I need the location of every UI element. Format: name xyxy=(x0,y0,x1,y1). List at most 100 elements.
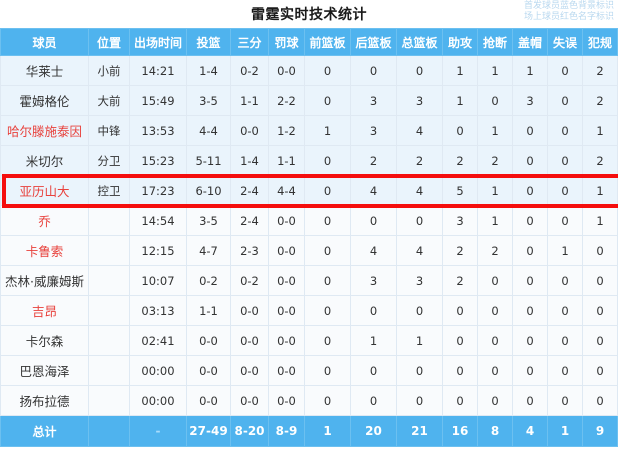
cell-three-pointers: 2-4 xyxy=(230,205,269,236)
cell-position xyxy=(88,355,130,386)
cell-steals: 0 xyxy=(477,85,513,116)
cell-blocks: 0 xyxy=(512,295,548,326)
cell-fouls: 2 xyxy=(582,55,618,86)
cell-assists: 5 xyxy=(442,175,478,206)
cell-free-throws: 2-2 xyxy=(268,85,305,116)
col-header-stl[interactable]: 抢断 xyxy=(477,28,513,56)
col-header-blk[interactable]: 盖帽 xyxy=(512,28,548,56)
cell-three-pointers: 0-0 xyxy=(230,325,269,356)
cell-offensive-rebounds: 0 xyxy=(304,325,351,356)
cell-assists: 3 xyxy=(442,205,478,236)
col-header-ft[interactable]: 罚球 xyxy=(268,28,305,56)
totals-trb: 21 xyxy=(396,415,443,447)
cell-offensive-rebounds: 0 xyxy=(304,265,351,296)
page-title: 雷霆实时技术统计 xyxy=(251,7,367,23)
cell-position: 控卫 xyxy=(88,175,130,206)
col-header-pf[interactable]: 犯规 xyxy=(582,28,618,56)
cell-total-rebounds: 0 xyxy=(396,295,443,326)
cell-assists: 0 xyxy=(442,385,478,416)
cell-free-throws: 0-0 xyxy=(268,55,305,86)
totals-ft: 8-9 xyxy=(268,415,305,447)
cell-position: 小前 xyxy=(88,55,130,86)
col-header-ast[interactable]: 助攻 xyxy=(442,28,478,56)
totals-ast: 16 xyxy=(442,415,478,447)
cell-minutes: 10:07 xyxy=(129,265,187,296)
cell-assists: 1 xyxy=(442,55,478,86)
cell-blocks: 0 xyxy=(512,205,548,236)
cell-defensive-rebounds: 1 xyxy=(350,325,397,356)
cell-player-name: 亚历山大 xyxy=(0,175,89,206)
box-score-table: 球员 位置 出场时间 投篮 三分 罚球 前篮板 后篮板 总篮板 助攻 抢断 盖帽… xyxy=(0,28,618,447)
cell-blocks: 0 xyxy=(512,175,548,206)
cell-offensive-rebounds: 1 xyxy=(304,115,351,146)
cell-free-throws: 4-4 xyxy=(268,175,305,206)
cell-steals: 0 xyxy=(477,385,513,416)
cell-fouls: 0 xyxy=(582,235,618,266)
cell-blocks: 0 xyxy=(512,325,548,356)
cell-offensive-rebounds: 0 xyxy=(304,235,351,266)
cell-minutes: 17:23 xyxy=(129,175,187,206)
title-bar: 雷霆实时技术统计 首发球员蓝色背景标识 场上球员红色名字标识 xyxy=(0,0,618,28)
cell-minutes: 15:49 xyxy=(129,85,187,116)
cell-total-rebounds: 4 xyxy=(396,175,443,206)
cell-player-name: 霍姆格伦 xyxy=(0,85,89,116)
cell-blocks: 1 xyxy=(512,55,548,86)
col-header-tov[interactable]: 失误 xyxy=(547,28,583,56)
col-header-minutes[interactable]: 出场时间 xyxy=(129,28,187,56)
cell-position: 中锋 xyxy=(88,115,130,146)
col-header-drb[interactable]: 后篮板 xyxy=(350,28,397,56)
cell-assists: 0 xyxy=(442,355,478,386)
cell-fouls: 2 xyxy=(582,85,618,116)
col-header-orb[interactable]: 前篮板 xyxy=(304,28,351,56)
cell-position xyxy=(88,385,130,416)
cell-field-goals: 1-4 xyxy=(186,55,231,86)
legend-starter-note: 首发球员蓝色背景标识 xyxy=(523,1,614,11)
cell-three-pointers: 0-2 xyxy=(230,55,269,86)
cell-three-pointers: 0-0 xyxy=(230,355,269,386)
cell-three-pointers: 0-0 xyxy=(230,385,269,416)
col-header-trb[interactable]: 总篮板 xyxy=(396,28,443,56)
cell-turnovers: 0 xyxy=(547,175,583,206)
cell-total-rebounds: 2 xyxy=(396,145,443,176)
totals-drb: 20 xyxy=(350,415,397,447)
cell-turnovers: 0 xyxy=(547,55,583,86)
cell-free-throws: 1-2 xyxy=(268,115,305,146)
cell-steals: 0 xyxy=(477,355,513,386)
cell-defensive-rebounds: 0 xyxy=(350,355,397,386)
cell-three-pointers: 0-0 xyxy=(230,115,269,146)
cell-defensive-rebounds: 3 xyxy=(350,115,397,146)
cell-total-rebounds: 3 xyxy=(396,265,443,296)
col-header-3p[interactable]: 三分 xyxy=(230,28,269,56)
cell-offensive-rebounds: 0 xyxy=(304,355,351,386)
cell-free-throws: 1-1 xyxy=(268,145,305,176)
cell-assists: 0 xyxy=(442,115,478,146)
cell-offensive-rebounds: 0 xyxy=(304,85,351,116)
col-header-player[interactable]: 球员 xyxy=(0,28,89,56)
cell-minutes: 00:00 xyxy=(129,355,187,386)
cell-player-name: 卡尔森 xyxy=(0,325,89,356)
cell-fouls: 1 xyxy=(582,115,618,146)
col-header-fg[interactable]: 投篮 xyxy=(186,28,231,56)
cell-field-goals: 5-11 xyxy=(186,145,231,176)
cell-minutes: 02:41 xyxy=(129,325,187,356)
cell-offensive-rebounds: 0 xyxy=(304,295,351,326)
cell-field-goals: 3-5 xyxy=(186,85,231,116)
cell-player-name: 乔 xyxy=(0,205,89,236)
cell-three-pointers: 0-0 xyxy=(230,295,269,326)
cell-free-throws: 0-0 xyxy=(268,325,305,356)
cell-three-pointers: 2-3 xyxy=(230,235,269,266)
col-header-position[interactable]: 位置 xyxy=(88,28,130,56)
